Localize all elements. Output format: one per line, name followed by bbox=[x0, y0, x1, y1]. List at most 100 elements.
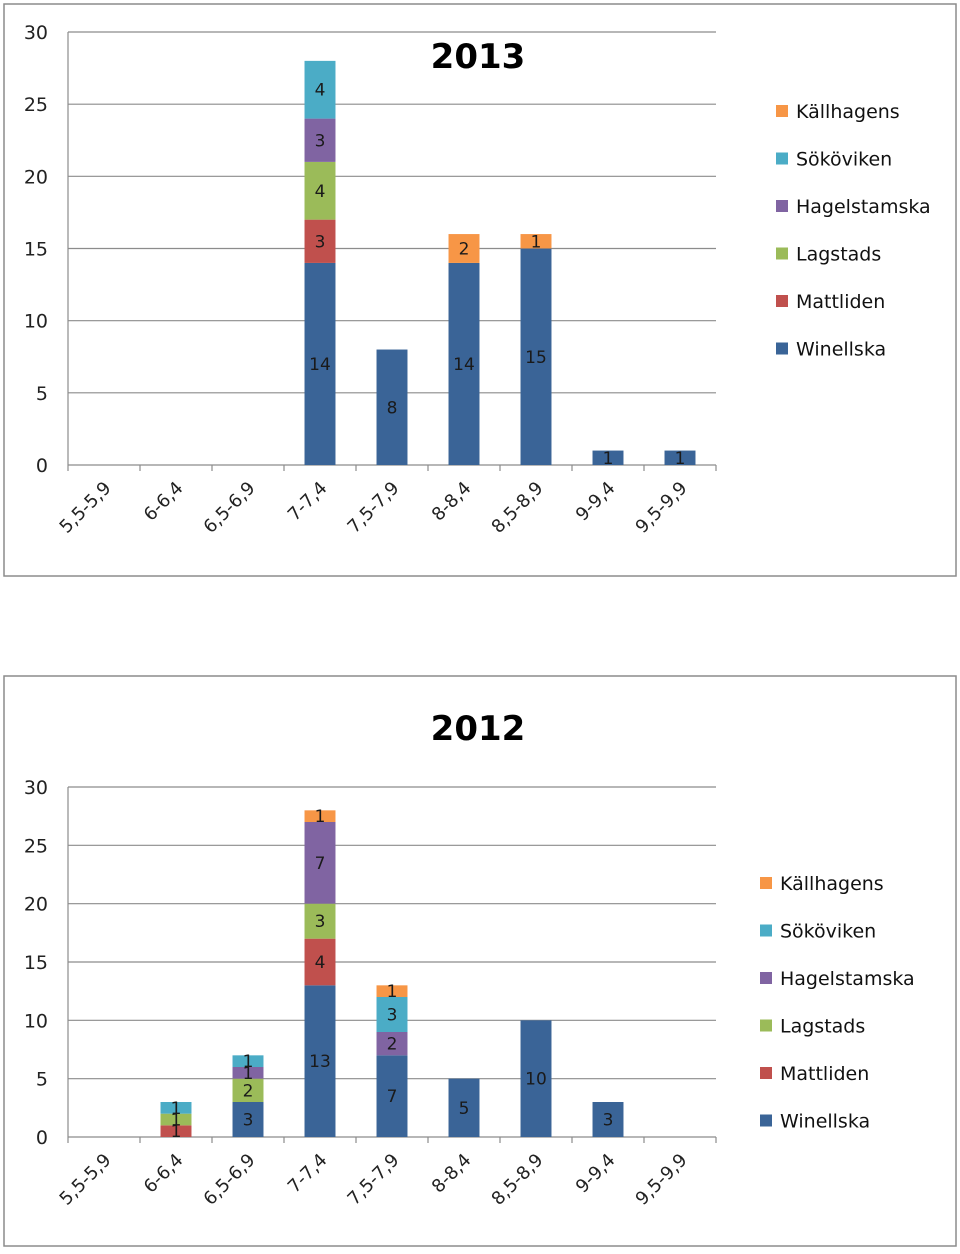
bar-segment bbox=[376, 997, 408, 1032]
data-label: 1 bbox=[387, 982, 398, 1002]
legend-swatch bbox=[776, 295, 788, 307]
data-label: 4 bbox=[315, 182, 326, 202]
bar-segment bbox=[304, 938, 336, 986]
legend-swatch bbox=[760, 1019, 772, 1032]
bar-segment bbox=[232, 1078, 264, 1102]
data-label: 7 bbox=[387, 1087, 398, 1107]
data-label: 2 bbox=[459, 240, 470, 260]
data-label: 10 bbox=[525, 1070, 547, 1090]
legend-label: Källhagens bbox=[796, 101, 900, 123]
legend-label: Lagstads bbox=[796, 244, 881, 266]
data-label: 1 bbox=[315, 807, 326, 827]
data-label: 5 bbox=[459, 1099, 470, 1119]
data-label: 1 bbox=[171, 1099, 182, 1119]
bar-segment bbox=[304, 262, 336, 465]
legend-swatch bbox=[776, 200, 788, 212]
bar-segment bbox=[520, 248, 552, 465]
y-tick-label: 20 bbox=[24, 894, 48, 916]
bar-segment bbox=[304, 161, 336, 220]
bar-segment bbox=[448, 234, 480, 263]
data-label: 8 bbox=[387, 398, 398, 418]
y-tick-label: 30 bbox=[24, 777, 48, 799]
data-label: 15 bbox=[525, 348, 547, 368]
bar-segment bbox=[304, 822, 336, 904]
y-tick-label: 0 bbox=[36, 1127, 48, 1149]
bar-segment bbox=[232, 1067, 264, 1079]
chart-title: 2013 bbox=[431, 37, 526, 77]
bar-segment bbox=[592, 1102, 624, 1137]
legend-swatch bbox=[776, 247, 788, 260]
chart-title: 2012 bbox=[431, 709, 526, 749]
legend-label: Mattliden bbox=[780, 1063, 869, 1085]
legend-label: Lagstads bbox=[780, 1016, 865, 1038]
bar-segment bbox=[160, 1113, 192, 1126]
data-label: 1 bbox=[675, 449, 686, 469]
data-label: 3 bbox=[243, 1111, 254, 1131]
chart-frame bbox=[3, 3, 957, 577]
legend-swatch bbox=[776, 152, 788, 165]
data-label: 1 bbox=[531, 232, 542, 252]
legend-swatch bbox=[776, 342, 788, 355]
y-tick-label: 15 bbox=[24, 239, 48, 261]
data-label: 2 bbox=[387, 1035, 398, 1055]
bar-segment bbox=[232, 1102, 264, 1137]
y-tick-label: 10 bbox=[24, 1010, 48, 1032]
y-tick-label: 20 bbox=[24, 166, 48, 188]
data-label: 2 bbox=[243, 1081, 254, 1101]
bar-segment bbox=[520, 1020, 552, 1137]
legend-label: Hagelstamska bbox=[796, 196, 931, 218]
y-tick-label: 30 bbox=[24, 22, 48, 44]
data-label: 3 bbox=[315, 912, 326, 932]
y-tick-label: 5 bbox=[36, 1069, 48, 1091]
bar-segment bbox=[160, 1125, 192, 1137]
legend-label: Mattliden bbox=[796, 291, 885, 313]
bar-segment bbox=[376, 1055, 408, 1137]
legend-label: Winellska bbox=[796, 339, 886, 361]
y-tick-label: 25 bbox=[24, 835, 48, 857]
legend-swatch bbox=[760, 877, 772, 889]
legend-swatch bbox=[776, 105, 788, 117]
bar-segment bbox=[376, 349, 408, 465]
y-tick-label: 15 bbox=[24, 952, 48, 974]
bar-segment bbox=[592, 450, 624, 465]
bar-segment bbox=[304, 903, 336, 939]
bar-segment bbox=[304, 219, 336, 263]
legend-swatch bbox=[760, 924, 772, 937]
data-label: 1 bbox=[171, 1111, 182, 1131]
legend-label: Hagelstamska bbox=[780, 968, 915, 990]
bar-segment bbox=[376, 1032, 408, 1056]
bar-segment bbox=[376, 985, 408, 997]
data-label: 3 bbox=[315, 232, 326, 252]
data-label: 1 bbox=[243, 1052, 254, 1072]
bar-segment bbox=[304, 985, 336, 1137]
data-label: 1 bbox=[243, 1064, 254, 1084]
legend-label: Sököviken bbox=[780, 921, 876, 943]
data-label: 3 bbox=[603, 1111, 614, 1131]
y-tick-label: 25 bbox=[24, 94, 48, 116]
legend-label: Winellska bbox=[780, 1111, 870, 1133]
bar-segment bbox=[304, 118, 336, 162]
data-label: 13 bbox=[309, 1052, 331, 1072]
bar-segment bbox=[448, 262, 480, 465]
data-label: 14 bbox=[453, 355, 475, 375]
data-label: 3 bbox=[315, 131, 326, 151]
bar-segment bbox=[304, 60, 336, 119]
legend-swatch bbox=[760, 1067, 772, 1079]
bar-segment bbox=[304, 810, 336, 822]
legend-swatch bbox=[760, 972, 772, 984]
legend-label: Sököviken bbox=[796, 149, 892, 171]
data-label: 7 bbox=[315, 854, 326, 874]
bar-segment bbox=[448, 1078, 480, 1137]
y-tick-label: 10 bbox=[24, 311, 48, 333]
bar-segment bbox=[160, 1102, 192, 1114]
chart-frame bbox=[3, 675, 957, 1247]
data-label: 1 bbox=[603, 449, 614, 469]
data-label: 14 bbox=[309, 355, 331, 375]
data-label: 3 bbox=[387, 1006, 398, 1026]
bar-segment bbox=[664, 450, 696, 465]
bar-segment bbox=[232, 1055, 264, 1067]
y-tick-label: 0 bbox=[36, 455, 48, 477]
